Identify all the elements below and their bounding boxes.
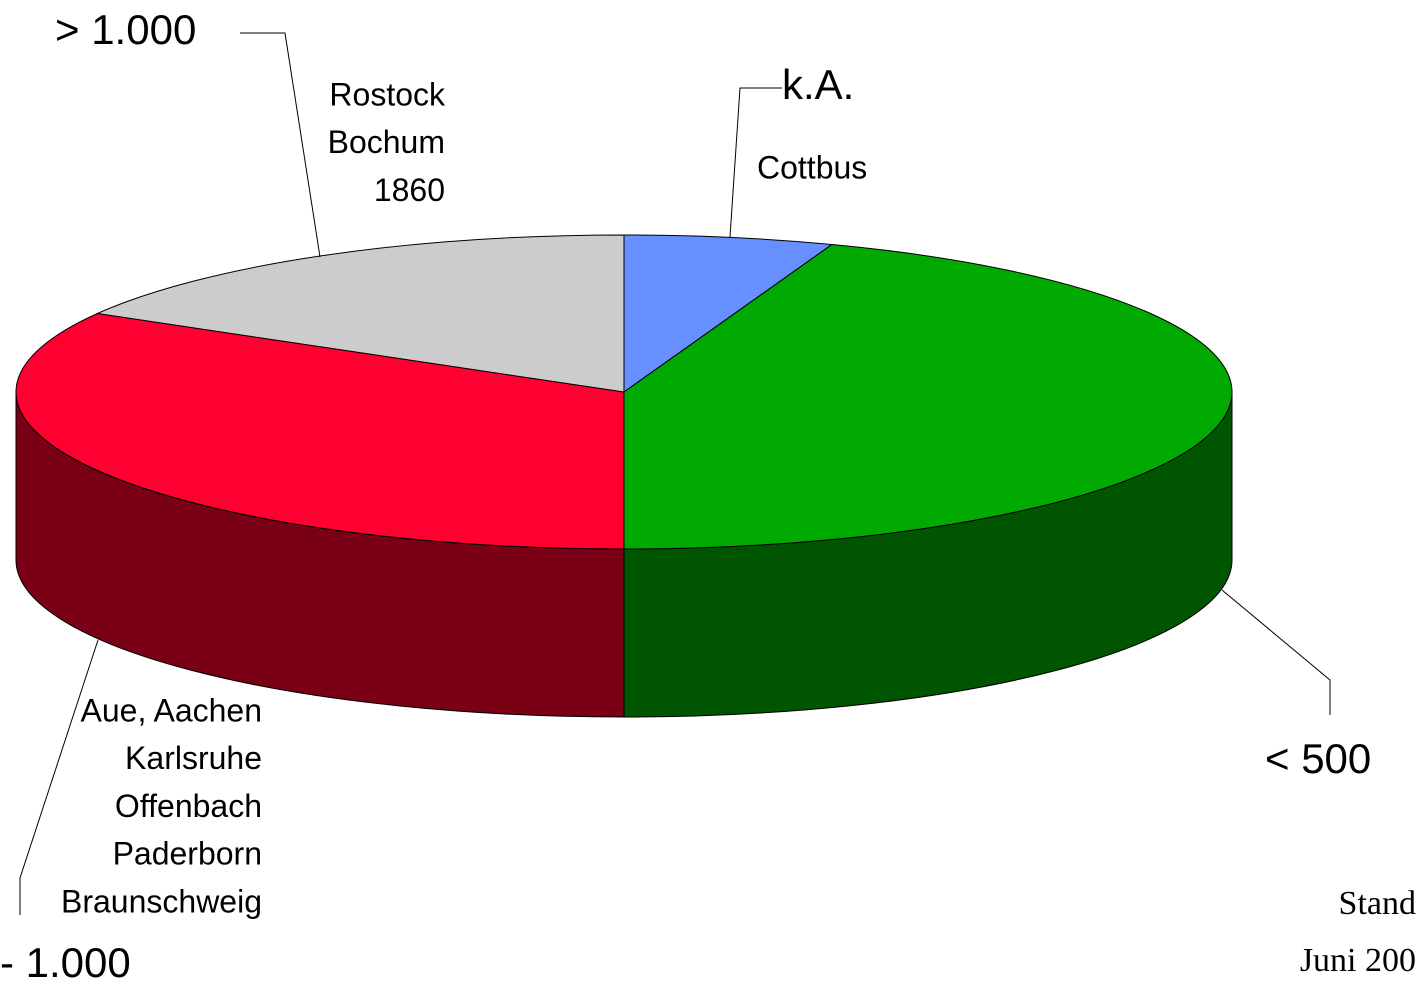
slice-label: - 1.000 — [0, 939, 131, 986]
leader-line — [729, 87, 782, 238]
slice — [623, 234, 834, 393]
leader-line — [240, 32, 321, 258]
slice — [623, 243, 1233, 550]
annotation: Offenbach — [115, 788, 262, 824]
slice-label: > 1.000 — [55, 6, 196, 53]
annotation: Cottbus — [757, 149, 867, 185]
leader-line — [19, 639, 99, 915]
note-line: Stand — [1339, 885, 1416, 922]
annotation: Rostock — [329, 76, 446, 112]
annotation: Braunschweig — [61, 883, 262, 919]
leader-line — [1221, 589, 1331, 715]
annotation: Paderborn — [113, 836, 262, 872]
note-line: Juni 200 — [1300, 942, 1416, 979]
annotation: Bochum — [328, 124, 445, 160]
slice — [15, 312, 625, 550]
slice-label: < 500 — [1265, 735, 1371, 782]
slice-label: k.A. — [782, 61, 854, 108]
annotation: Aue, Aachen — [81, 692, 262, 728]
annotation: Karlsruhe — [125, 740, 262, 776]
annotation: 1860 — [374, 172, 445, 208]
